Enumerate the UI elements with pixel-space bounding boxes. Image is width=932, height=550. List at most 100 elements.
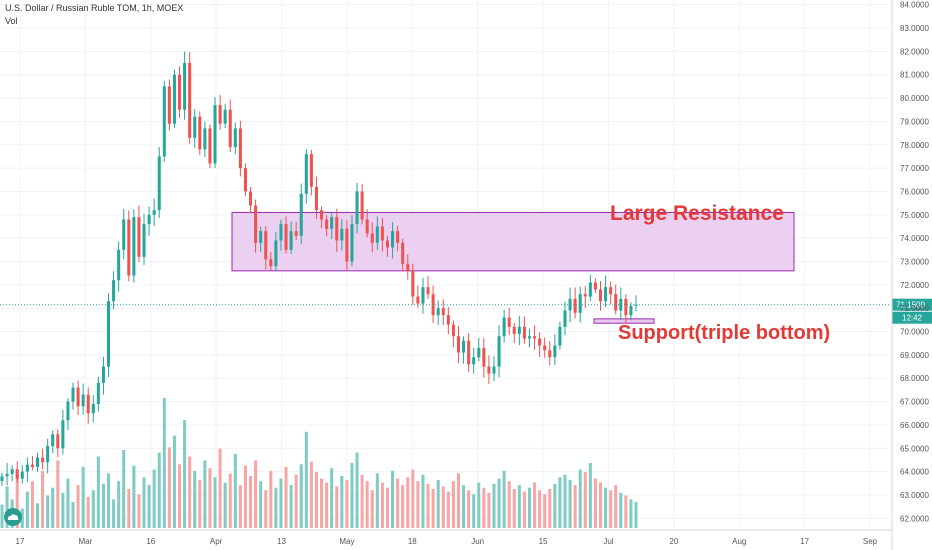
volume-bar <box>320 478 324 528</box>
candle-body <box>512 326 516 334</box>
candle-body <box>127 219 131 276</box>
volume-bar <box>279 478 283 528</box>
candle-body <box>35 457 40 467</box>
candle-body <box>619 298 623 311</box>
volume-bar <box>249 476 253 528</box>
volume-bar <box>15 474 19 528</box>
volume-bar <box>0 504 4 528</box>
x-tick-label: 20 <box>669 537 678 546</box>
candle-body <box>634 304 638 306</box>
candle-body <box>137 217 141 257</box>
volume-bar <box>538 490 542 528</box>
x-tick-label: Aug <box>732 537 746 546</box>
support-zone[interactable] <box>593 318 655 324</box>
candle-body <box>558 326 562 346</box>
volume-bar <box>446 491 450 528</box>
candle-body <box>122 219 126 250</box>
candle-body <box>553 345 557 358</box>
y-tick-label: 77.0000 <box>900 164 929 173</box>
candle-body <box>462 340 466 353</box>
candle-body <box>411 270 415 297</box>
candle-body <box>218 105 222 124</box>
y-tick-label: 76.0000 <box>900 187 929 196</box>
volume-bar <box>553 483 557 528</box>
candle-body <box>147 214 151 225</box>
volume-bar <box>629 499 633 528</box>
candle-body <box>162 86 166 157</box>
volume-bar <box>350 463 354 528</box>
volume-bar <box>522 491 526 528</box>
volume-bar <box>396 478 400 528</box>
candle-body <box>563 310 567 327</box>
volume-bar <box>385 487 389 528</box>
volume-bars <box>0 398 638 528</box>
volume-bar <box>172 435 176 528</box>
volume-bar <box>86 496 90 528</box>
volume-bar <box>30 481 34 528</box>
volume-bar <box>624 495 628 528</box>
candle-body <box>106 301 111 367</box>
candle-body <box>335 217 339 241</box>
candle-body <box>426 287 430 295</box>
candle-body <box>624 298 628 316</box>
volume-bar <box>634 502 638 528</box>
volume-bar <box>46 495 50 528</box>
candle-body <box>385 240 389 248</box>
chart-title: U.S. Dollar / Russian Ruble TOM, 1h, MOE… <box>5 3 184 13</box>
volume-bar <box>294 474 298 528</box>
volume-bar <box>380 482 384 528</box>
y-tick-label: 71.0000 <box>900 304 929 313</box>
volume-bar <box>167 447 171 528</box>
x-tick-label: 15 <box>539 537 548 546</box>
candle-body <box>314 186 318 211</box>
candle-body <box>269 259 273 267</box>
volume-bar <box>416 481 420 528</box>
volume-bar <box>411 469 415 528</box>
x-tick-label: May <box>339 537 354 546</box>
volume-bar <box>218 448 222 528</box>
volume-bar <box>477 482 481 528</box>
y-tick-label: 78.0000 <box>900 141 929 150</box>
volume-bar <box>101 483 105 528</box>
candle-body <box>401 242 405 264</box>
volume-bar <box>71 502 75 528</box>
volume-bar <box>147 485 151 528</box>
volume-bar <box>330 468 334 528</box>
volume-bar <box>233 453 237 528</box>
x-tick-label: 17 <box>800 537 809 546</box>
candle-body <box>177 74 182 110</box>
y-tick-label: 73.0000 <box>900 257 929 266</box>
candle-body <box>492 366 496 374</box>
y-tick-label: 84.0000 <box>900 1 929 10</box>
candle-body <box>183 63 187 110</box>
candle-body <box>436 308 440 316</box>
candle-body <box>132 217 136 276</box>
candle-body <box>66 401 70 421</box>
candle-body <box>188 63 192 138</box>
volume-bar <box>426 483 430 528</box>
cloud-icon <box>7 514 19 520</box>
countdown-badge <box>892 311 932 324</box>
candle-body <box>421 287 425 304</box>
candle-body <box>279 224 283 241</box>
volume-bar <box>588 463 592 528</box>
volume-bar <box>558 477 562 528</box>
candle-body <box>355 191 359 225</box>
candle-body <box>264 231 268 260</box>
volume-bar <box>472 494 476 528</box>
candle-body <box>497 336 501 367</box>
volume-bar <box>431 489 435 528</box>
candle-body <box>152 210 156 215</box>
volume-bar <box>243 465 247 528</box>
volume-bar <box>208 468 212 528</box>
candle-body <box>502 317 506 337</box>
volume-bar <box>106 473 111 528</box>
candle-body <box>294 231 298 236</box>
volume-bar <box>304 431 308 528</box>
volume-bar <box>289 485 293 528</box>
y-tick-label: 64.0000 <box>900 468 929 477</box>
candle-body <box>391 231 395 248</box>
volume-bar <box>203 460 207 528</box>
candle-body <box>350 224 354 262</box>
